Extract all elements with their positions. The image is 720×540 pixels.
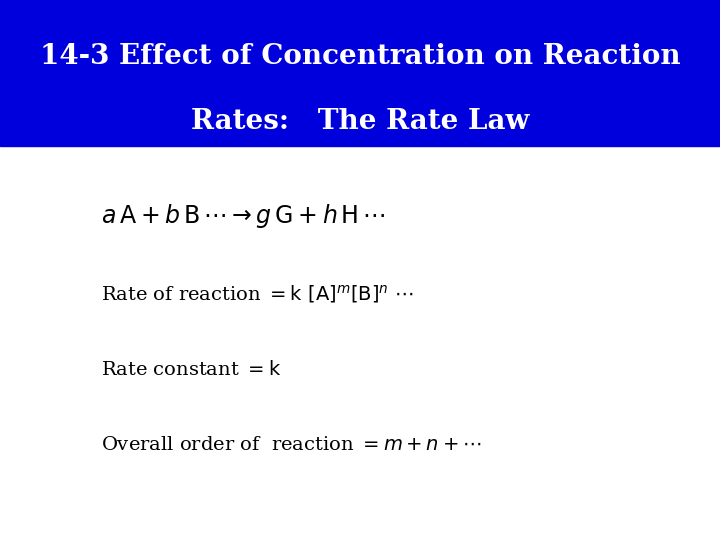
Text: Rates:   The Rate Law: Rates: The Rate Law <box>191 108 529 135</box>
Text: Rate of reaction $= \mathrm{k}\ \mathrm{[A]}^{\mathit{m}}\mathrm{[B]}^{\mathit{n: Rate of reaction $= \mathrm{k}\ \mathrm{… <box>101 284 413 305</box>
Text: $\mathit{a}\,\mathrm{A} + \mathit{b}\,\mathrm{B}\,{\cdots}\rightarrow \mathit{g}: $\mathit{a}\,\mathrm{A} + \mathit{b}\,\m… <box>101 202 385 230</box>
Text: Overall order of  reaction $= \mathit{m} + \mathit{n} + {\cdots}$: Overall order of reaction $= \mathit{m} … <box>101 436 481 455</box>
Text: Rate constant $= \mathrm{k}$: Rate constant $= \mathrm{k}$ <box>101 360 281 380</box>
Text: 14-3 Effect of Concentration on Reaction: 14-3 Effect of Concentration on Reaction <box>40 43 680 70</box>
FancyBboxPatch shape <box>0 0 720 146</box>
